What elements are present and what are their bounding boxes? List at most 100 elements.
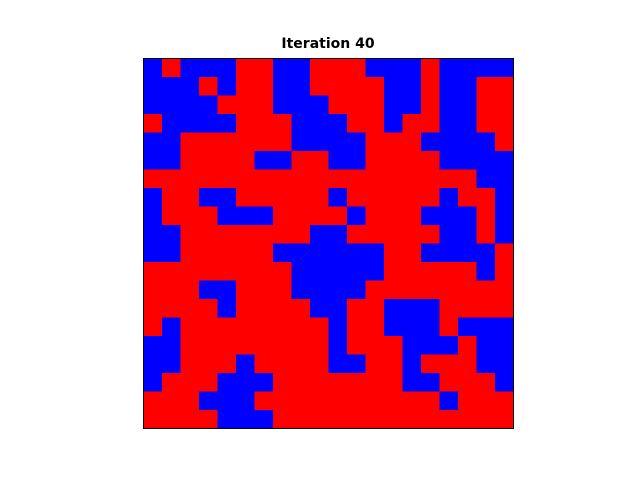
frame <box>143 58 514 429</box>
cell <box>458 114 477 133</box>
cell <box>236 262 255 281</box>
cell <box>217 58 237 78</box>
cell <box>199 336 218 355</box>
cell <box>495 169 514 189</box>
cell <box>328 132 348 152</box>
cell <box>180 410 200 429</box>
cell <box>328 243 348 263</box>
cell <box>217 188 237 207</box>
cell <box>476 188 496 207</box>
cell <box>310 95 329 115</box>
cell <box>384 299 403 318</box>
cell <box>199 169 218 189</box>
cell <box>162 373 181 392</box>
cell <box>273 373 292 392</box>
cell <box>199 354 218 374</box>
cell <box>273 391 292 411</box>
cell <box>439 391 459 411</box>
cell <box>421 114 440 133</box>
cell <box>310 188 329 207</box>
cell <box>199 280 218 300</box>
cell <box>143 188 163 207</box>
cell <box>439 354 459 374</box>
cell <box>421 95 440 115</box>
cell <box>476 77 496 96</box>
cell <box>162 243 181 263</box>
cell <box>217 280 237 300</box>
cell <box>199 243 218 263</box>
cell <box>384 336 403 355</box>
cell <box>347 188 366 207</box>
cell <box>384 114 403 133</box>
cell <box>143 77 163 96</box>
cell <box>439 95 459 115</box>
cell <box>217 206 237 226</box>
cell <box>384 206 403 226</box>
cell <box>421 280 440 300</box>
cell <box>439 58 459 78</box>
cell <box>180 169 200 189</box>
cell <box>384 151 403 170</box>
cell <box>291 373 311 392</box>
cell <box>347 299 366 318</box>
cell <box>180 262 200 281</box>
cell <box>310 206 329 226</box>
cell <box>143 169 163 189</box>
cell <box>347 206 366 226</box>
cell <box>273 95 292 115</box>
cell <box>236 373 255 392</box>
cell <box>310 299 329 318</box>
cell <box>310 114 329 133</box>
cell <box>273 151 292 170</box>
cell <box>476 354 496 374</box>
cell <box>254 188 274 207</box>
cell <box>439 336 459 355</box>
cell <box>458 354 477 374</box>
cell <box>495 206 514 226</box>
cell <box>439 262 459 281</box>
cell <box>217 299 237 318</box>
cell <box>217 114 237 133</box>
cell <box>236 317 255 337</box>
cell <box>180 373 200 392</box>
cell <box>421 354 440 374</box>
cell <box>495 132 514 152</box>
cell <box>328 262 348 281</box>
cell <box>384 410 403 429</box>
image <box>143 58 514 429</box>
cell <box>384 354 403 374</box>
cell <box>458 132 477 152</box>
cell <box>180 354 200 374</box>
cell <box>310 354 329 374</box>
cell <box>273 58 292 78</box>
cell <box>236 391 255 411</box>
cell <box>162 280 181 300</box>
cell <box>273 280 292 300</box>
cell <box>421 206 440 226</box>
cell <box>143 243 163 263</box>
cell <box>347 169 366 189</box>
cell <box>273 336 292 355</box>
cell <box>458 317 477 337</box>
cell <box>217 169 237 189</box>
cell <box>384 373 403 392</box>
cell <box>421 410 440 429</box>
cell <box>291 188 311 207</box>
cell <box>365 151 385 170</box>
cell <box>495 262 514 281</box>
cell <box>402 169 422 189</box>
cell <box>439 169 459 189</box>
cell <box>143 391 163 411</box>
cell <box>439 410 459 429</box>
cell <box>365 354 385 374</box>
cell <box>439 299 459 318</box>
cell <box>291 280 311 300</box>
cell <box>180 206 200 226</box>
cell <box>143 225 163 244</box>
cell <box>236 299 255 318</box>
cell <box>254 391 274 411</box>
cell <box>199 132 218 152</box>
cell <box>291 336 311 355</box>
cell <box>310 169 329 189</box>
cell <box>402 354 422 374</box>
